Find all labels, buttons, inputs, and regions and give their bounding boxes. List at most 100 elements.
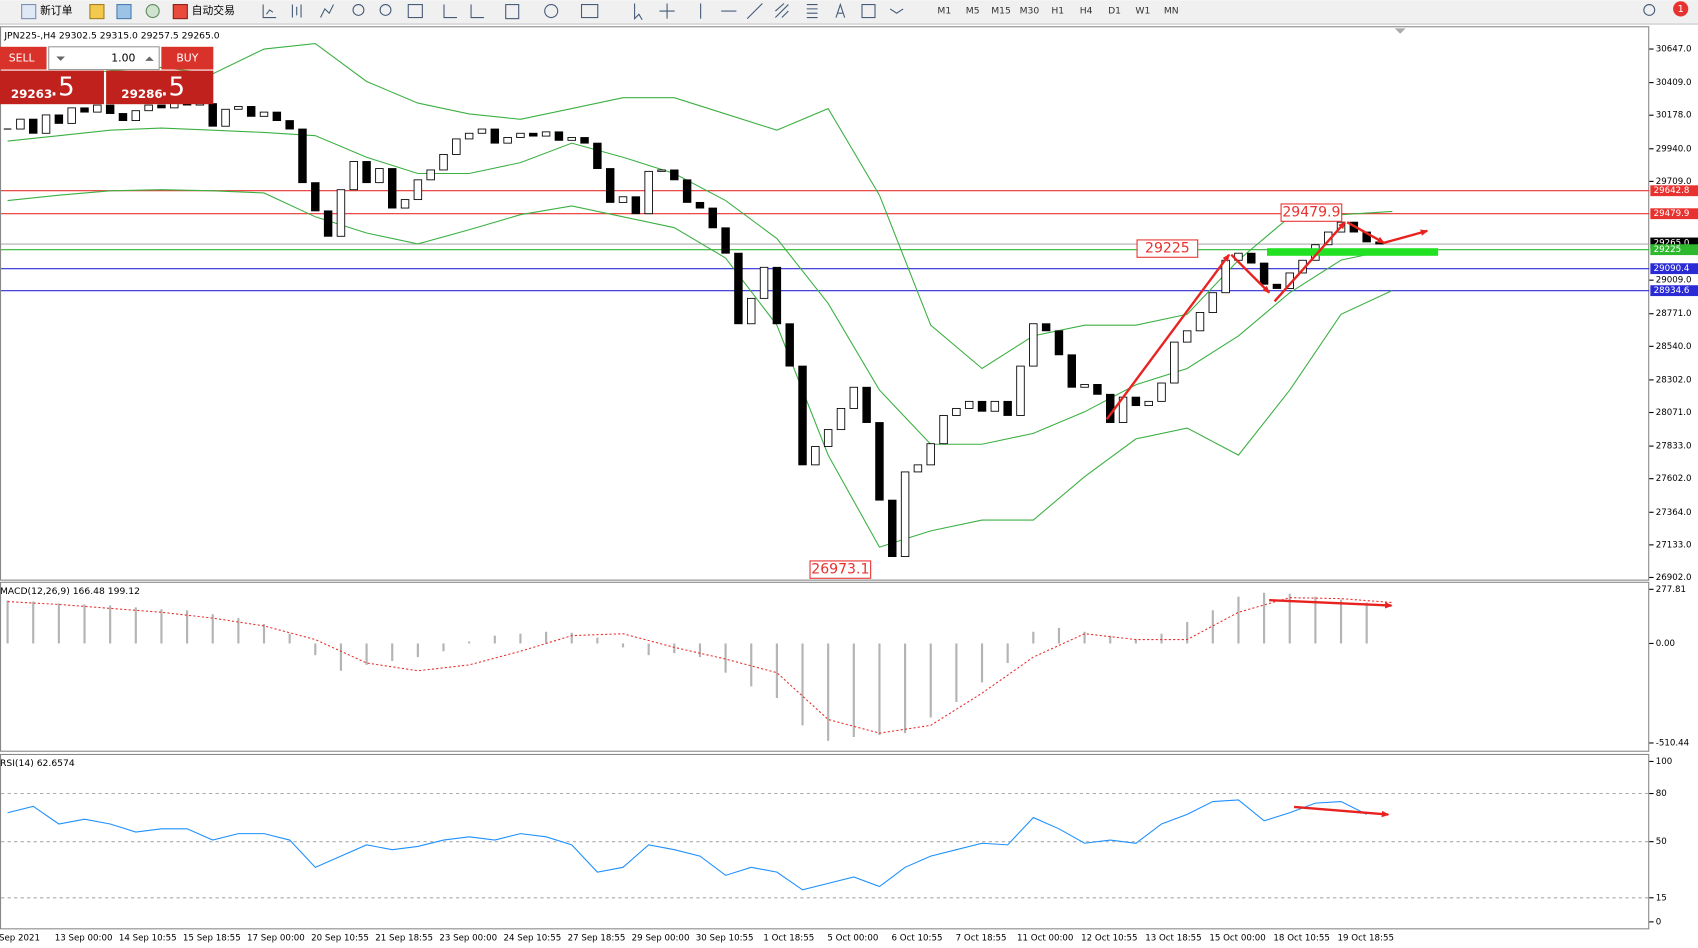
icon[interactable] <box>634 3 643 20</box>
icon[interactable] <box>470 4 485 19</box>
support-zone <box>1267 248 1439 256</box>
rsi-line <box>7 799 1367 891</box>
candle <box>1054 330 1064 356</box>
icon[interactable] <box>320 4 335 18</box>
candle <box>1016 365 1025 416</box>
buy-price-box[interactable] <box>106 70 214 105</box>
notification-badge[interactable] <box>1673 1 1689 17</box>
buy-label[interactable]: BUY <box>176 52 198 65</box>
price-level-label: 28934.6 <box>1654 286 1690 296</box>
search-icon[interactable] <box>1643 4 1656 16</box>
timeframe-button[interactable]: M15 <box>991 6 1011 17</box>
candle <box>375 168 384 184</box>
icon[interactable] <box>580 4 599 19</box>
candle <box>131 110 141 122</box>
icon[interactable] <box>291 4 302 18</box>
icon[interactable] <box>89 4 105 20</box>
bollinger-band <box>7 42 1393 370</box>
sell-price-fraction[interactable]: .5 <box>50 72 75 102</box>
sell-label[interactable]: SELL <box>9 52 35 65</box>
y-tick-label: 80 <box>1656 789 1667 799</box>
price-level-tag <box>1650 263 1698 275</box>
icon[interactable] <box>659 3 675 19</box>
timeframe-button[interactable]: H4 <box>1080 6 1093 17</box>
timeframe-button[interactable]: M1 <box>937 6 951 17</box>
candle <box>80 107 89 113</box>
candle <box>1259 262 1269 285</box>
candle <box>41 114 51 134</box>
y-tick-label: 27602.0 <box>1656 474 1692 484</box>
arrow <box>1105 253 1231 421</box>
candle <box>926 443 935 466</box>
time-label: 20 Sep 10:55 <box>311 934 369 944</box>
icon[interactable] <box>806 4 818 19</box>
candle <box>1067 354 1076 388</box>
candle <box>682 179 692 203</box>
sell-button[interactable] <box>0 46 47 70</box>
timeframe-button[interactable]: M30 <box>1020 6 1040 17</box>
sell-price-box[interactable] <box>0 70 104 105</box>
candle <box>362 161 371 184</box>
icon[interactable] <box>352 4 365 16</box>
icon[interactable] <box>443 4 457 19</box>
timeframe-button[interactable]: W1 <box>1135 6 1150 17</box>
icon[interactable] <box>774 3 789 18</box>
candle <box>1195 312 1205 332</box>
timeframe-button[interactable]: M5 <box>966 6 980 17</box>
icon[interactable] <box>505 4 520 20</box>
macd-panel <box>0 581 1650 752</box>
y-tick-label: 29940.0 <box>1656 144 1692 154</box>
icon[interactable] <box>407 4 423 19</box>
icon[interactable] <box>889 8 904 14</box>
volume-value[interactable]: 1.00 <box>111 52 135 65</box>
candle <box>452 138 461 155</box>
notification-count: 1 <box>1678 4 1684 15</box>
icon[interactable] <box>262 4 277 19</box>
candle <box>336 189 346 237</box>
y-tick-label: 28771.0 <box>1656 309 1692 319</box>
y-tick-label: -510.44 <box>1656 738 1690 748</box>
time-label: 6 Oct 10:55 <box>892 934 943 944</box>
icon[interactable] <box>116 4 132 20</box>
icon[interactable] <box>835 2 846 18</box>
time-label: 14 Sep 10:55 <box>119 934 177 944</box>
time-label: 23 Sep 00:00 <box>439 934 497 944</box>
bollinger-band <box>7 189 1393 548</box>
new-order-icon[interactable] <box>21 4 37 20</box>
candle <box>400 199 410 209</box>
buy-price-fraction[interactable]: .5 <box>160 72 185 102</box>
bollinger-band <box>7 127 1393 445</box>
icon[interactable] <box>544 4 559 19</box>
candle <box>426 169 435 181</box>
candle <box>759 266 769 299</box>
volume-input[interactable] <box>48 46 160 71</box>
candle <box>798 365 807 466</box>
timeframe-bar: M1 M5 M15 M30 H1 H4 D1 W1 MN <box>937 6 1178 17</box>
icon[interactable] <box>746 3 763 20</box>
buy-button[interactable] <box>161 46 214 70</box>
candle <box>221 108 230 127</box>
price-annotation: 29479.9 <box>1282 205 1340 221</box>
auto-trading-button[interactable]: 自动交易 <box>192 3 235 17</box>
timeframe-button[interactable]: H1 <box>1051 6 1064 17</box>
price-level-tag <box>1650 208 1698 220</box>
candle <box>349 161 358 191</box>
sell-price[interactable]: 29263 <box>11 87 52 101</box>
icon[interactable] <box>379 4 392 16</box>
buy-price[interactable]: 29286 <box>121 87 162 101</box>
new-order-button[interactable]: 新订单 <box>40 3 73 17</box>
time-label: 13 Sep 00:00 <box>55 934 113 944</box>
candle <box>323 210 333 237</box>
icon[interactable] <box>861 4 876 19</box>
timeframe-button[interactable]: D1 <box>1108 6 1121 17</box>
timeframe-button[interactable]: MN <box>1164 6 1179 17</box>
y-tick-label: 30178.0 <box>1656 111 1692 121</box>
auto-trading-icon[interactable] <box>172 4 188 20</box>
candle <box>311 182 320 212</box>
y-tick-label: 15 <box>1656 893 1667 903</box>
candle <box>990 400 1000 412</box>
icon[interactable] <box>145 4 160 19</box>
time-label: Sep 2021 <box>0 934 40 944</box>
candle <box>964 400 974 409</box>
